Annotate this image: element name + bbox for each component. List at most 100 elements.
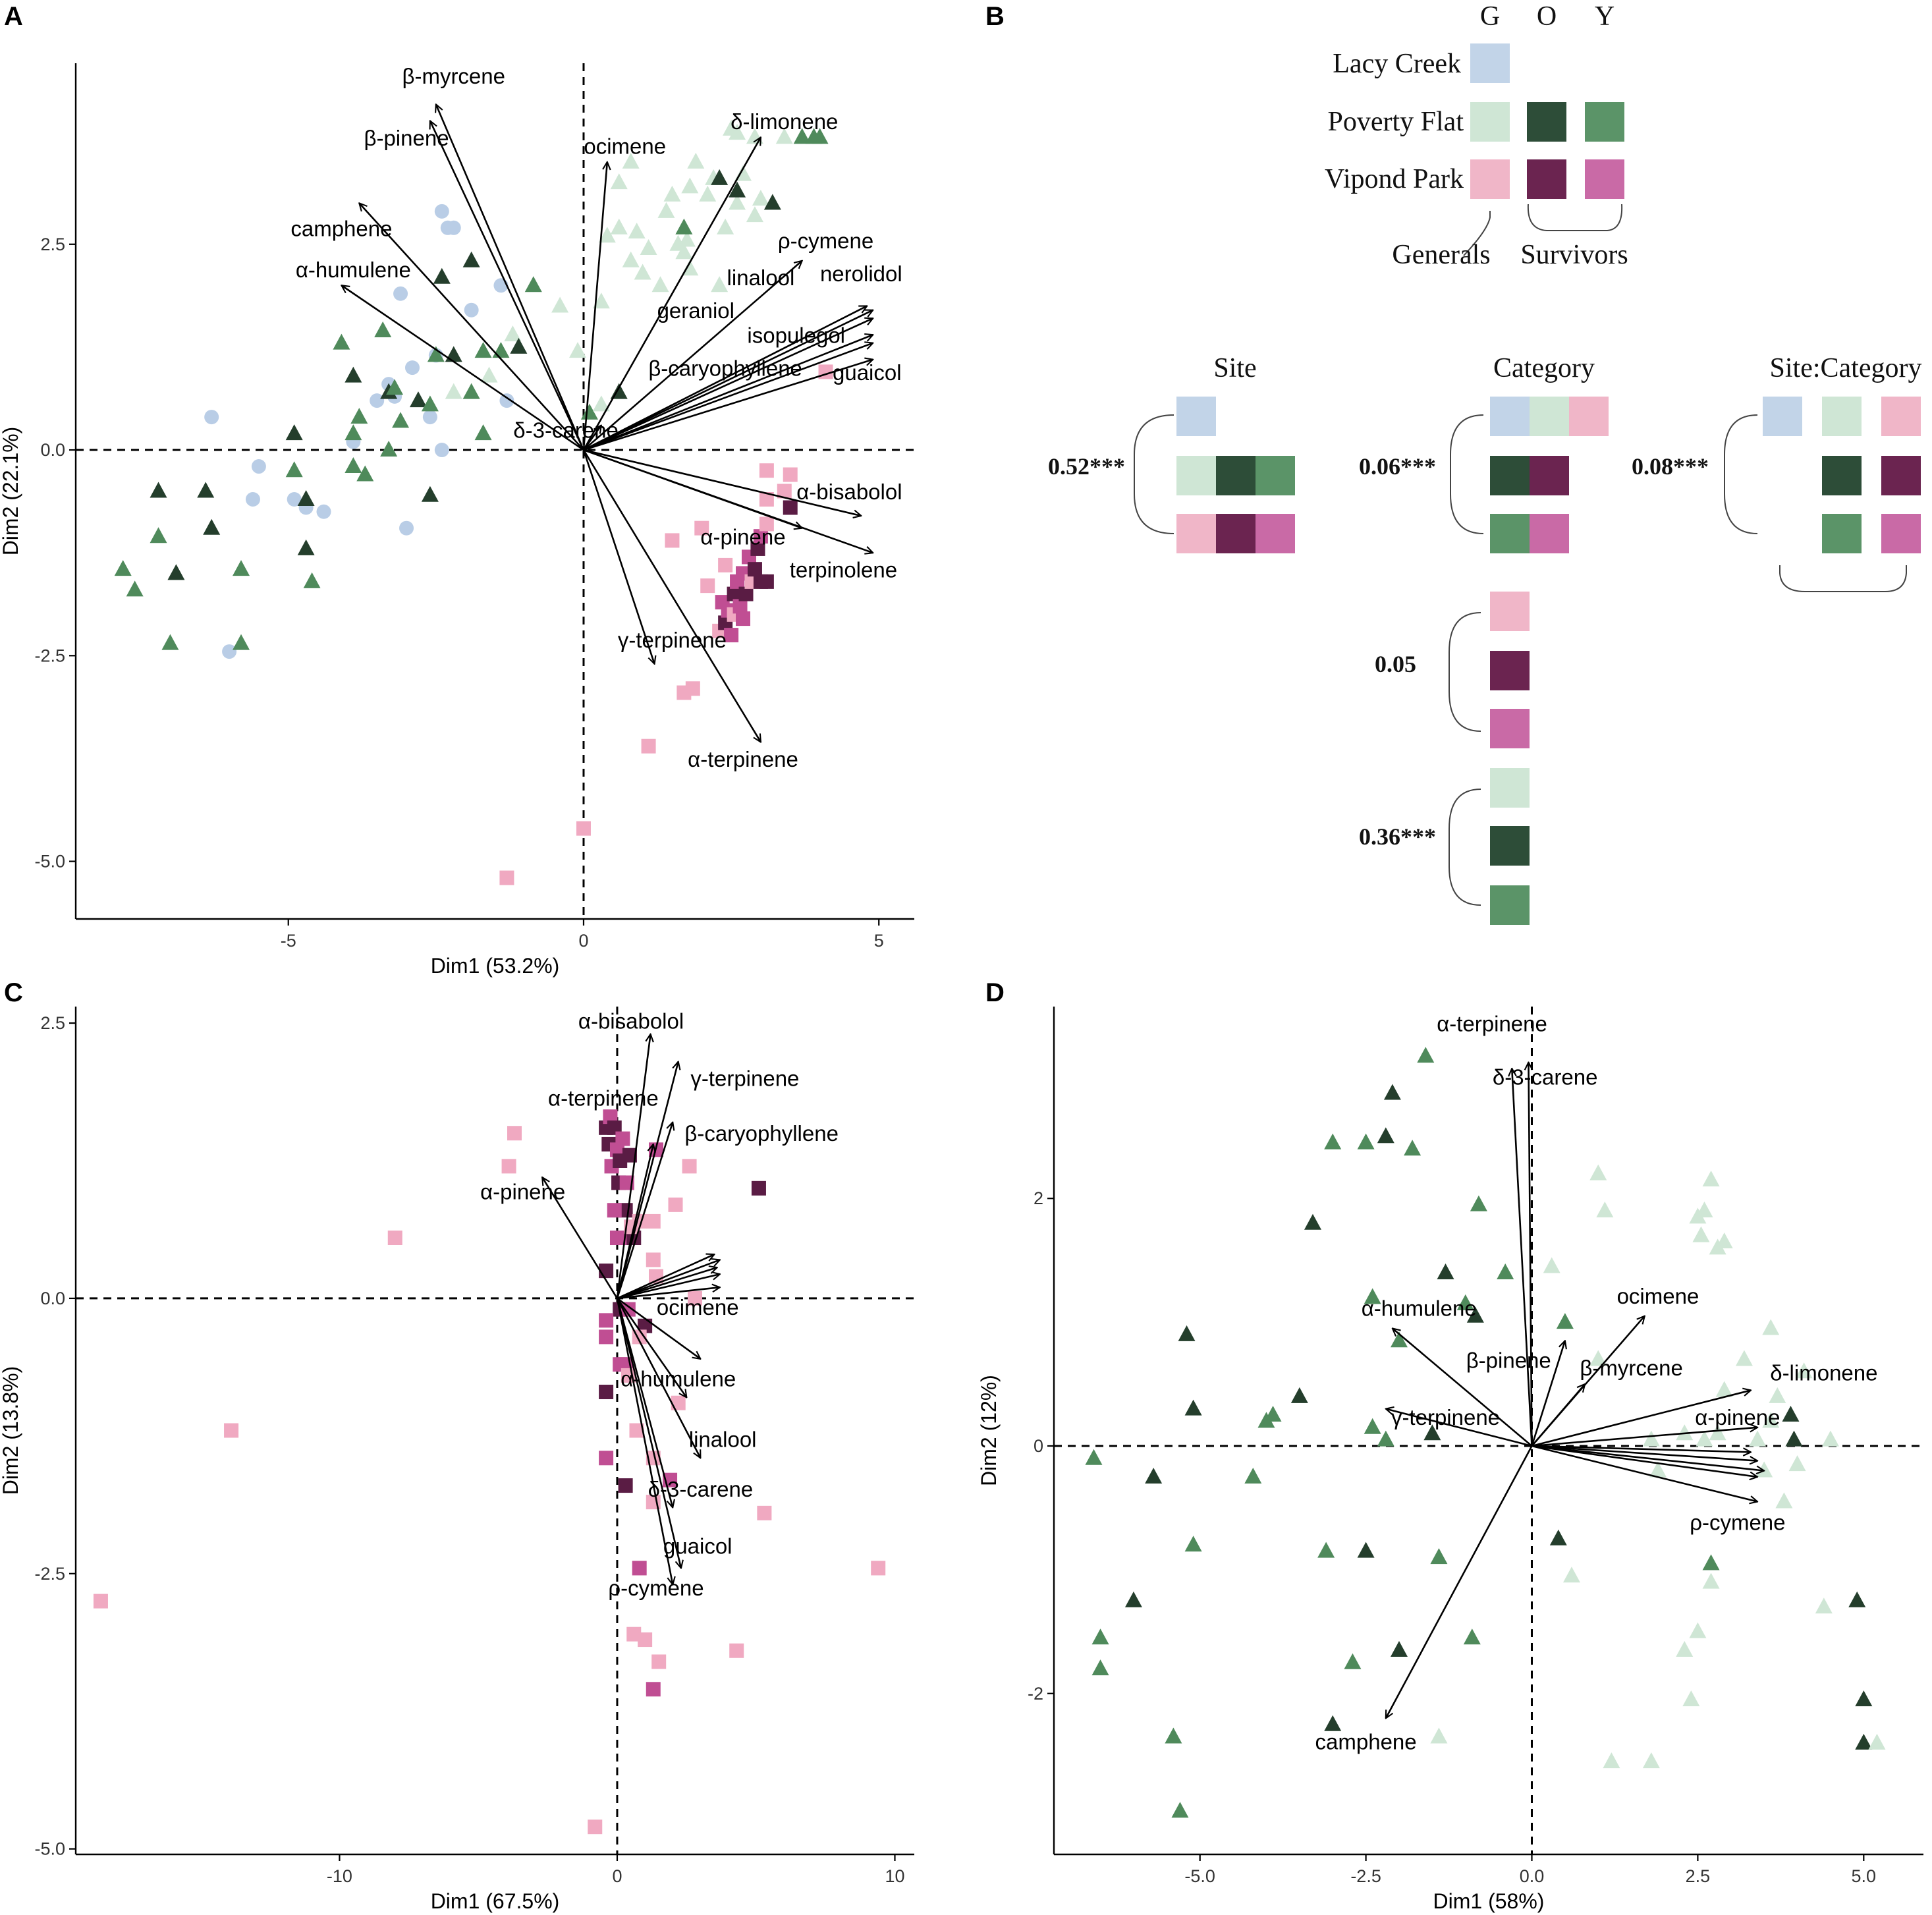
data-point-triangle [1171, 1802, 1189, 1818]
data-point-triangle [1769, 1387, 1786, 1403]
x-tick-label: 5 [874, 931, 884, 951]
loading-arrow [1532, 1428, 1757, 1447]
data-point-square [665, 533, 680, 548]
data-point-circle [222, 644, 237, 659]
y-tick-label: 0.0 [40, 440, 65, 460]
data-point-square [671, 1395, 686, 1410]
data-point-square [603, 1109, 618, 1124]
data-point-square [759, 491, 774, 507]
category-heading: Category [1493, 353, 1595, 383]
x-tick-label: 2.5 [1686, 1866, 1711, 1886]
legend-swatch [1470, 43, 1510, 83]
data-point-square [588, 1819, 603, 1835]
loading-label: ocimene [657, 1295, 739, 1319]
panel-letter-c: C [4, 978, 23, 1007]
panel-a-pca-biplot: -5 0 5 -5.0 -2.5 0.0 2.5 Dim1 (53.2%) Dim2 (22.1… [0, 63, 914, 978]
data-points [1085, 1047, 1886, 1818]
y-tick-label: -5.0 [34, 1839, 65, 1859]
data-point-triangle [763, 194, 781, 210]
x-tick-label: 0.0 [1520, 1866, 1545, 1886]
loading-arrow [616, 1298, 702, 1458]
y-tick-label: 2.5 [40, 235, 65, 254]
result-swatch [1216, 514, 1256, 553]
site-brace [1134, 414, 1174, 534]
data-point-triangle [657, 202, 675, 218]
poverty-brace [1449, 789, 1481, 906]
data-point-triangle [386, 379, 404, 395]
data-point-triangle [233, 634, 250, 650]
data-point-triangle [1702, 1554, 1720, 1570]
data-point-triangle [1304, 1213, 1321, 1230]
data-point-triangle [1244, 1467, 1262, 1484]
loading-label: α-terpinene [1437, 1012, 1547, 1036]
data-point-triangle [663, 185, 681, 202]
x-tick-label: -5 [281, 931, 296, 951]
category-brace [1450, 414, 1484, 534]
data-point-square [646, 1252, 661, 1267]
data-point-triangle [569, 342, 587, 358]
data-point-triangle [1124, 1591, 1142, 1607]
loading-label: β-myrcene [1580, 1356, 1683, 1380]
data-point-triangle [1848, 1591, 1866, 1607]
data-point-triangle [610, 218, 628, 235]
data-point-triangle [1556, 1313, 1574, 1329]
loading-label: γ-terpinene [1391, 1405, 1500, 1429]
data-point-triangle [462, 383, 480, 399]
result-swatch [1216, 456, 1256, 495]
data-point-triangle [1855, 1733, 1873, 1750]
legend-swatch [1527, 102, 1566, 142]
result-swatch [1530, 456, 1569, 495]
data-point-triangle [1430, 1548, 1448, 1565]
data-point-triangle [474, 342, 492, 358]
data-point-triangle [510, 337, 528, 354]
loading-arrow [430, 121, 585, 451]
data-point-triangle [1589, 1350, 1607, 1366]
data-point-square [750, 541, 765, 556]
loading-arrow [582, 137, 761, 451]
data-point-triangle [445, 383, 462, 399]
loading-arrow [359, 203, 584, 451]
data-point-square [718, 557, 733, 572]
data-point-triangle [114, 560, 132, 576]
loading-arrow [617, 1274, 720, 1300]
data-point-triangle [1404, 1140, 1421, 1156]
data-point-triangle [421, 486, 439, 502]
loading-arrow [616, 1298, 673, 1585]
data-point-triangle [445, 346, 462, 362]
data-point-square [622, 1148, 637, 1163]
data-point-triangle [333, 333, 350, 350]
data-point-triangle [1091, 1659, 1109, 1676]
data-point-triangle [610, 173, 628, 190]
x-tick-label: -2.5 [1350, 1866, 1381, 1886]
data-point-triangle [1456, 1294, 1474, 1310]
loading-arrow [1532, 1445, 1764, 1471]
survivors-brace [1527, 204, 1623, 231]
data-point-triangle [711, 169, 729, 185]
loading-arrow [583, 310, 873, 451]
data-point-triangle [1085, 1449, 1103, 1465]
data-point-square [738, 586, 754, 601]
data-point-triangle [1795, 1362, 1813, 1379]
data-point-triangle [811, 128, 829, 144]
data-point-square [599, 1451, 614, 1466]
data-point-square [759, 574, 774, 589]
legend-swatch [1470, 102, 1510, 142]
loading-label: β-pinene [1466, 1348, 1551, 1373]
data-point-triangle [1702, 1572, 1720, 1589]
loading-label: δ-3-carene [513, 418, 619, 442]
loading-label: β-caryophyllene [648, 356, 802, 381]
data-point-triangle [699, 185, 717, 202]
data-point-square [599, 1313, 614, 1328]
data-point-triangle [1735, 1350, 1753, 1366]
loading-arrow [583, 305, 867, 451]
data-point-square [609, 1142, 624, 1157]
data-point-square [736, 611, 751, 626]
col-letter-y: Y [1595, 1, 1615, 32]
x-tick-label: 0 [578, 931, 588, 951]
legend-swatch [1585, 159, 1624, 199]
data-point-triangle [345, 366, 362, 383]
data-point-square [607, 1120, 622, 1135]
loading-arrow [1528, 1063, 1532, 1446]
y-tick-label: -2.5 [34, 1564, 65, 1584]
